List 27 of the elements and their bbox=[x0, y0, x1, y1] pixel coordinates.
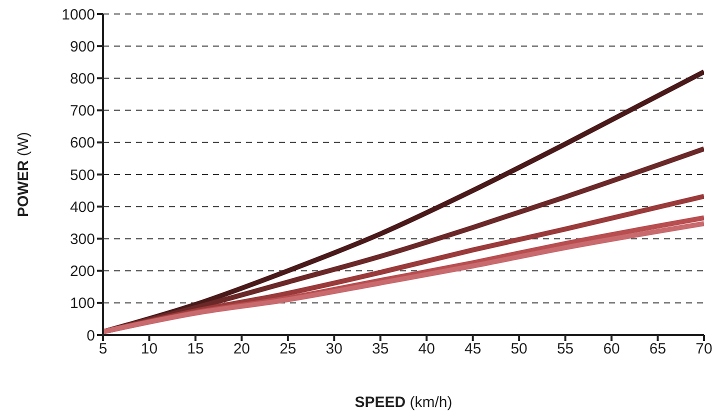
x-tick-label: 70 bbox=[696, 340, 712, 358]
y-tick-label: 800 bbox=[70, 70, 95, 88]
y-axis-title: POWER (W) bbox=[15, 132, 32, 217]
x-tick-label: 60 bbox=[603, 340, 620, 358]
y-tick-label: 0 bbox=[86, 327, 95, 344]
x-tick-label: 50 bbox=[510, 340, 528, 358]
x-tick-label: 10 bbox=[140, 340, 158, 358]
y-tick-label: 100 bbox=[70, 295, 95, 312]
x-tick-label: 40 bbox=[418, 340, 435, 358]
y-tick-label: 400 bbox=[70, 198, 95, 216]
x-tick-label: 20 bbox=[233, 340, 250, 358]
y-tick-label: 700 bbox=[70, 102, 95, 120]
x-tick-label: 35 bbox=[372, 340, 389, 358]
x-axis-title: SPEED (km/h) bbox=[354, 394, 452, 411]
y-tick-label: 300 bbox=[70, 231, 95, 248]
y-tick-label: 500 bbox=[70, 166, 95, 184]
x-tick-label: 5 bbox=[98, 340, 108, 358]
x-tick-label: 15 bbox=[187, 340, 204, 358]
y-tick-label: 900 bbox=[70, 38, 95, 56]
x-tick-label: 30 bbox=[326, 340, 342, 358]
y-tick-label: 200 bbox=[70, 263, 95, 280]
x-tick-label: 45 bbox=[464, 340, 482, 358]
y-tick-label: 1000 bbox=[62, 6, 95, 24]
x-tick-label: 65 bbox=[649, 340, 666, 358]
x-tick-label: 55 bbox=[556, 340, 574, 358]
x-tick-label: 25 bbox=[280, 340, 296, 358]
y-tick-label: 600 bbox=[70, 134, 95, 152]
